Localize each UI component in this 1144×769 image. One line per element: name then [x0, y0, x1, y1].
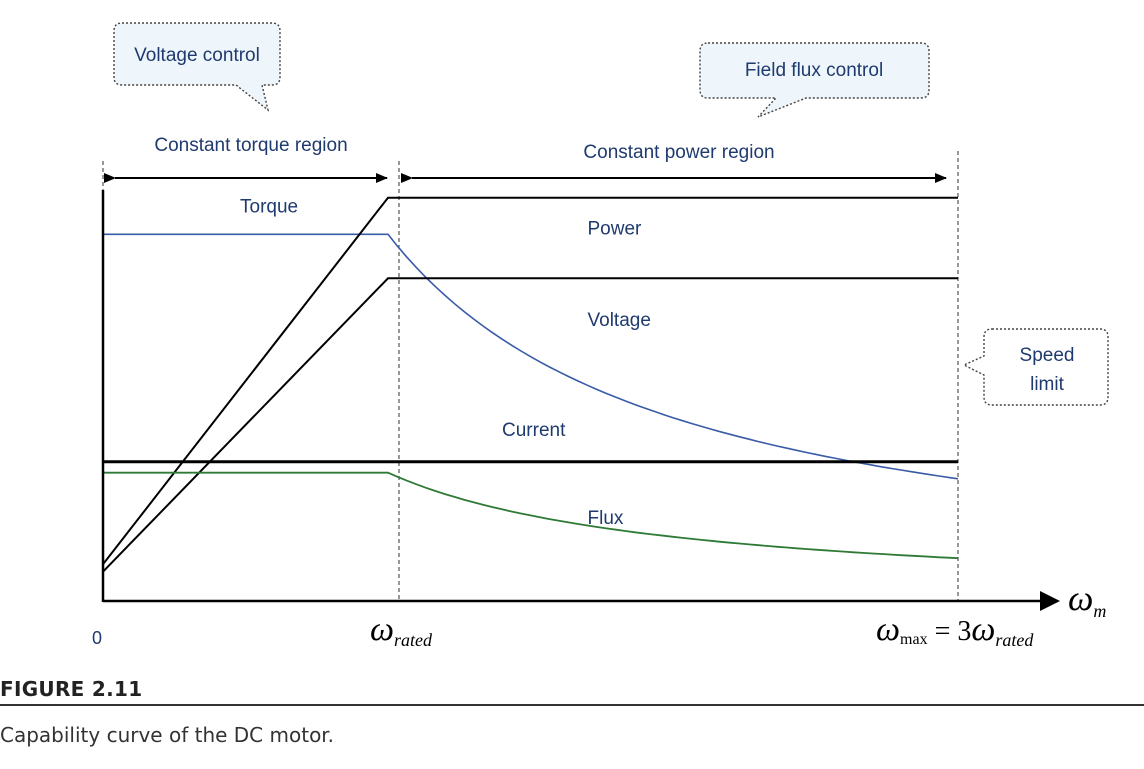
curve-labels: Torque Power Voltage Current Flux [240, 196, 651, 529]
figure-caption: Capability curve of the DC motor. [0, 723, 335, 747]
voltage-curve [102, 277, 958, 573]
max-speed-rhs-symbol: ω [971, 611, 995, 648]
speed-limit-callout-bubble [962, 328, 1109, 406]
figure-label: FIGURE 2.11 [0, 677, 143, 701]
torque-curve-label: Torque [240, 196, 298, 217]
flux-curve-label: Flux [588, 508, 624, 529]
voltage-control-text: Voltage control [134, 45, 260, 66]
figure-divider [0, 704, 1144, 706]
x-axis-label-symbol: ω [1068, 578, 1093, 618]
rated-speed-symbol: ω [370, 611, 394, 648]
current-curve-label: Current [502, 420, 566, 441]
voltage-curve-label: Voltage [588, 310, 651, 331]
constant-torque-region-label: Constant torque region [154, 135, 347, 156]
axes [101, 190, 1060, 611]
power-curve-label: Power [588, 218, 643, 239]
voltage-control-callout: Voltage control [113, 22, 281, 112]
region-annotations: Constant torque region Constant power re… [104, 135, 947, 183]
max-speed-symbol: ω [876, 611, 900, 648]
constant-power-region-label: Constant power region [583, 142, 774, 163]
field-flux-control-text: Field flux control [745, 60, 883, 81]
voltage-control-callout-bubble [113, 22, 281, 112]
curves [102, 196, 959, 573]
max-speed-equals: = 3 [928, 616, 972, 647]
origin-label: 0 [92, 628, 102, 648]
boundary-lines [102, 151, 959, 600]
max-speed-subscript: max [900, 631, 928, 648]
speed-limit-text-line1: Speed [1020, 345, 1075, 366]
rated-speed-subscript: rated [394, 630, 433, 650]
speed-limit-text-line2: limit [1030, 374, 1064, 395]
x-axis-label: ωm [1068, 578, 1106, 621]
x-axis-arrowhead [1040, 591, 1060, 611]
field-flux-control-callout-bubble [699, 42, 930, 118]
max-speed-label: ωmax = 3ωrated [876, 611, 1034, 650]
rated-speed-label: ωrated [370, 611, 433, 650]
capability-chart: Voltage control Field flux control Speed… [92, 22, 1109, 650]
speed-limit-callout: Speed limit [962, 328, 1109, 406]
max-speed-rhs-subscript: rated [995, 630, 1034, 650]
power-curve [102, 196, 958, 565]
flux-curve [103, 471, 959, 560]
x-axis-label-subscript: m [1093, 601, 1106, 621]
field-flux-control-callout: Field flux control [699, 42, 930, 118]
axis-labels: 0 ωm ωrated ωmax = 3ωrated [92, 578, 1106, 650]
torque-curve [103, 233, 959, 480]
